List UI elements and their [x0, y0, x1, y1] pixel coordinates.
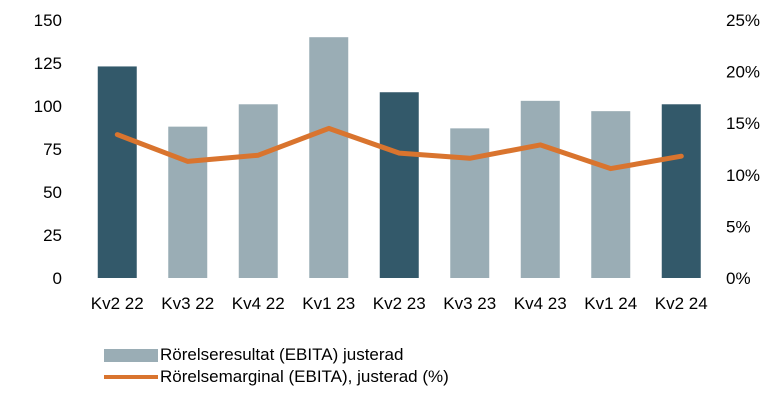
left-axis: 0 25 50 75 100 125 150 [34, 11, 62, 288]
chart: 0 25 50 75 100 125 150 0% 5% 10% 15% 20% 25% Kv2 22… [34, 11, 760, 313]
legend-label-line: Rörelsemarginal (EBITA), justerad (%) [160, 367, 449, 386]
bar-7 [591, 111, 631, 278]
legend-item-bar: Rörelseresultat (EBITA) justerad [104, 344, 449, 366]
right-tick-label: 10% [726, 166, 760, 185]
left-tick-label: 50 [43, 183, 62, 202]
right-tick-label: 20% [726, 63, 760, 82]
bar-8 [661, 104, 701, 278]
right-tick-label: 0% [726, 269, 751, 288]
legend-item-line: Rörelsemarginal (EBITA), justerad (%) [104, 366, 449, 388]
legend: Rörelseresultat (EBITA) justerad Rörelse… [104, 344, 449, 388]
margin-line [114, 125, 684, 172]
right-tick-label: 25% [726, 11, 760, 30]
bar-1 [168, 126, 208, 278]
left-tick-label: 75 [43, 140, 62, 159]
right-axis: 0% 5% 10% 15% 20% 25% [726, 11, 760, 288]
legend-swatch-bar [104, 348, 158, 362]
bar-5 [450, 128, 490, 278]
left-tick-label: 0 [53, 269, 62, 288]
x-tick-label: Kv1 24 [584, 294, 637, 313]
bar-2 [238, 104, 278, 278]
bar-3 [309, 37, 349, 279]
left-tick-label: 25 [43, 226, 62, 245]
legend-label-bar: Rörelseresultat (EBITA) justerad [160, 345, 404, 364]
x-tick-label: Kv1 23 [302, 294, 355, 313]
bar-6 [520, 100, 560, 278]
right-tick-label: 15% [726, 114, 760, 133]
right-tick-label: 5% [726, 217, 751, 236]
bar-4 [379, 92, 419, 279]
x-tick-label: Kv2 22 [91, 294, 144, 313]
x-tick-label: Kv4 22 [232, 294, 285, 313]
x-axis: Kv2 22 Kv3 22 Kv4 22 Kv1 23 Kv2 23 Kv3 23 Kv4 … [91, 294, 708, 313]
bar-group [97, 37, 701, 279]
left-tick-label: 125 [34, 54, 62, 73]
legend-swatch-line [104, 375, 158, 379]
x-tick-label: Kv4 23 [514, 294, 567, 313]
x-tick-label: Kv3 23 [443, 294, 496, 313]
x-tick-label: Kv2 23 [373, 294, 426, 313]
x-tick-label: Kv3 22 [161, 294, 214, 313]
x-tick-label: Kv2 24 [655, 294, 708, 313]
left-tick-label: 150 [34, 11, 62, 30]
bar-0 [97, 66, 137, 278]
left-tick-label: 100 [34, 97, 62, 116]
